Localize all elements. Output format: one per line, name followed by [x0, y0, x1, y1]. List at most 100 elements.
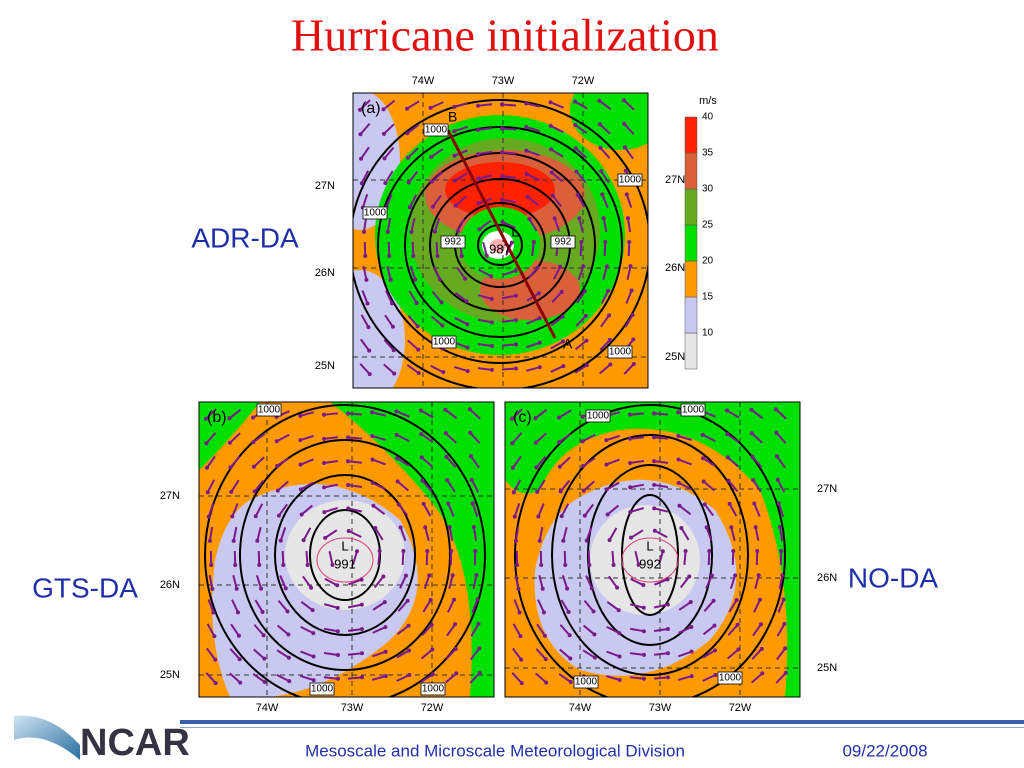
wind-arrow-head: [346, 482, 351, 487]
wind-arrow-head: [749, 431, 754, 436]
contour-label-box: [717, 671, 743, 685]
wind-arrow: [430, 364, 444, 374]
colorbar-label: 25: [702, 220, 714, 231]
wind-arrow: [535, 456, 547, 468]
wind-arrow: [256, 526, 262, 542]
lat-label: 27N: [160, 490, 180, 502]
wind-arrow: [206, 647, 216, 661]
wind-arrow: [625, 194, 633, 208]
wind-arrow: [372, 626, 386, 634]
wind-arrow: [470, 623, 480, 637]
wind-arrow: [371, 411, 387, 417]
wind-arrow: [630, 578, 644, 586]
wind-arrow-head: [298, 413, 303, 418]
wind-arrow-head: [660, 549, 665, 554]
wind-arrow-head: [358, 132, 363, 137]
wind-arrow-head: [322, 485, 327, 490]
wind-arrow: [702, 649, 716, 659]
wind-arrow-head: [211, 610, 216, 615]
lon-label: 74W: [569, 702, 592, 714]
footer-date: 09/22/2008: [842, 741, 927, 760]
wind-arrow-head: [261, 633, 266, 638]
wind-arrow: [422, 503, 432, 517]
wind-arrow: [230, 479, 240, 493]
wind-arrow-head: [629, 535, 634, 540]
wind-arrow: [511, 432, 523, 444]
lat-label: 27N: [665, 174, 685, 186]
wind-arrow: [608, 527, 618, 541]
wind-arrow-head: [255, 538, 260, 543]
wind-arrow-head: [383, 180, 388, 185]
wind-arrow-head: [605, 512, 610, 517]
isobar: [477, 224, 523, 266]
contour-label: 1000: [311, 684, 334, 695]
wind-arrow-head: [413, 277, 418, 282]
wind-arrow: [477, 367, 493, 371]
wind-arrow-head: [283, 586, 288, 591]
wind-arrow-head: [759, 646, 764, 651]
wind-arrow-head: [615, 585, 620, 590]
wind-arrow-head: [641, 629, 646, 634]
wind-arrow: [302, 575, 312, 589]
wind-arrow-head: [584, 538, 589, 543]
wind-arrow-head: [676, 480, 681, 485]
wind-arrow: [599, 339, 611, 351]
wind-arrow: [323, 483, 339, 489]
wind-arrow-head: [207, 538, 212, 543]
wind-arrow-head: [527, 217, 532, 222]
wind-arrow: [472, 574, 478, 590]
wind-arrow: [372, 504, 386, 516]
wind-arrow: [703, 480, 715, 492]
wind-arrow-head: [335, 676, 340, 681]
wind-arrow: [278, 503, 288, 517]
wind-arrow-head: [394, 432, 399, 437]
wind-arrow-head: [309, 585, 314, 590]
wind-arrow: [445, 432, 457, 444]
wind-arrow: [606, 481, 620, 491]
wind-arrow-head: [450, 573, 455, 578]
wind-arrow: [501, 367, 517, 371]
wind-arrow-head: [509, 240, 514, 245]
wind-arrow: [432, 194, 442, 208]
wind-arrow-head: [370, 480, 375, 485]
wind-arrow-head: [465, 322, 470, 327]
wind-arrow: [421, 456, 433, 468]
map-overlay: [505, 402, 800, 697]
wind-arrow-head: [407, 205, 412, 210]
wind-arrow-head: [665, 675, 670, 680]
wind-arrow-head: [543, 657, 548, 662]
wind-arrow-head: [370, 410, 375, 415]
wind-arrow-head: [517, 610, 522, 615]
wind-arrow-head: [575, 192, 580, 197]
wind-arrow-head: [584, 363, 589, 368]
wind-arrow: [208, 526, 214, 542]
wind-arrow: [359, 363, 371, 375]
wind-arrow-head: [453, 622, 458, 627]
wind-arrow: [382, 99, 396, 111]
contour-label: 1000: [609, 347, 632, 358]
wind-arrow-head: [330, 562, 335, 567]
wind-arrow: [775, 647, 787, 661]
wind-arrow: [526, 196, 540, 206]
wind-arrow: [433, 218, 441, 232]
wind-arrow: [653, 460, 669, 464]
wind-arrow-head: [607, 313, 612, 318]
wind-arrow: [528, 218, 538, 232]
wind-arrow-head: [415, 324, 420, 329]
wind-arrow: [536, 479, 546, 493]
wind-arrow: [526, 341, 540, 349]
wind-arrow-head: [467, 407, 472, 412]
panel-label: (a): [361, 100, 381, 117]
wind-arrow: [253, 479, 265, 493]
wind-arrow: [574, 339, 588, 351]
wind-arrow: [396, 433, 410, 443]
wind-arrow-head: [210, 586, 215, 591]
wind-arrow: [445, 456, 457, 468]
wind-arrow-head: [537, 365, 542, 370]
map-frame: [352, 92, 649, 389]
wind-arrow-head: [381, 574, 386, 579]
wind-arrow: [371, 435, 387, 441]
wind-arrow: [252, 673, 266, 683]
wind-arrow: [253, 624, 265, 636]
wind-arrow: [253, 648, 265, 660]
